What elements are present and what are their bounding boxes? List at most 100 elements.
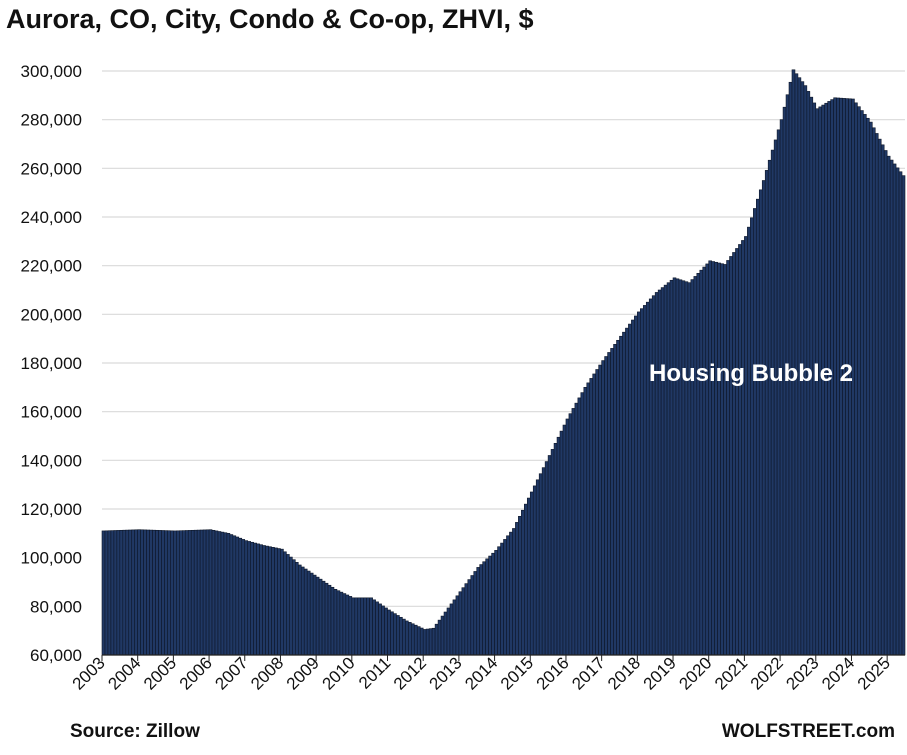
bar [690,279,695,656]
bar [755,198,760,656]
bar [199,529,204,656]
bar [526,497,531,656]
bar [476,567,481,656]
bar [297,564,302,656]
bar [648,298,653,656]
bar [366,597,370,656]
bar [348,596,353,656]
bar [619,335,623,656]
bar [345,594,350,656]
bar [134,529,138,656]
x-tick-label: 2016 [533,653,573,693]
y-tick-label: 200,000 [21,305,82,324]
bar [524,503,528,656]
bar [182,530,186,656]
bar [164,530,168,656]
bar [196,529,201,656]
bar [776,129,781,656]
bar [422,629,427,656]
y-tick-label: 180,000 [21,354,82,373]
bar [613,344,617,656]
x-tick-label: 2008 [247,653,287,693]
bars [101,69,906,656]
bar [592,373,596,656]
bar [723,264,727,656]
bar [515,522,519,656]
bar [289,556,293,656]
bar [378,603,382,656]
bar [464,583,469,656]
bar [645,301,650,656]
bar [898,171,903,656]
bar [410,623,415,656]
bar [675,278,680,656]
bar [753,208,757,656]
bar [286,554,290,656]
bar [625,327,629,656]
x-tick-label: 2013 [426,653,466,693]
bar [295,562,299,656]
bar [408,622,412,656]
bar [696,273,701,656]
bar [610,348,614,656]
x-tick-label: 2020 [675,653,715,693]
bar [161,530,165,656]
bar [717,262,721,656]
bar [669,279,674,656]
bar [559,430,564,656]
bar [253,542,257,656]
bar [521,509,525,656]
bar [146,529,150,656]
bar [125,529,130,656]
x-tick-label: 2022 [747,653,787,693]
x-tick-label: 2004 [104,653,144,693]
bar [187,530,192,656]
bar [446,607,451,656]
bar [654,292,659,656]
x-tick-label: 2019 [640,653,680,693]
bar [173,530,177,656]
bar [110,530,115,656]
bar [874,133,879,656]
bar [179,530,183,656]
bar [327,584,332,656]
bar [693,276,698,656]
bar [714,261,718,656]
bar [741,240,745,656]
x-tick-label: 2005 [140,653,180,693]
bar [217,531,222,656]
bar [541,467,546,656]
bar [657,289,662,656]
bar [360,597,365,656]
y-tick-label: 300,000 [21,62,82,81]
bar [342,593,347,656]
bar [616,339,620,656]
bar [381,605,385,656]
bar [369,597,373,656]
y-tick-label: 100,000 [21,549,82,568]
x-tick-label: 2010 [318,653,358,693]
bar [538,473,543,656]
bar [458,591,463,656]
bar [455,595,460,656]
bar [773,139,778,656]
bar [699,269,704,656]
bar [131,529,136,656]
bar [271,547,275,656]
bar [116,530,121,656]
bar [889,159,894,656]
bar [529,491,534,656]
y-tick-label: 120,000 [21,500,82,519]
bar [265,545,269,656]
bar [607,352,611,656]
bar [155,529,159,656]
bar [687,282,692,656]
bar [247,541,251,656]
bar [292,559,296,656]
bar [532,485,537,656]
bar [651,295,656,656]
bar [416,626,421,656]
bar [449,603,454,656]
bar [720,263,724,656]
bar [562,424,567,656]
